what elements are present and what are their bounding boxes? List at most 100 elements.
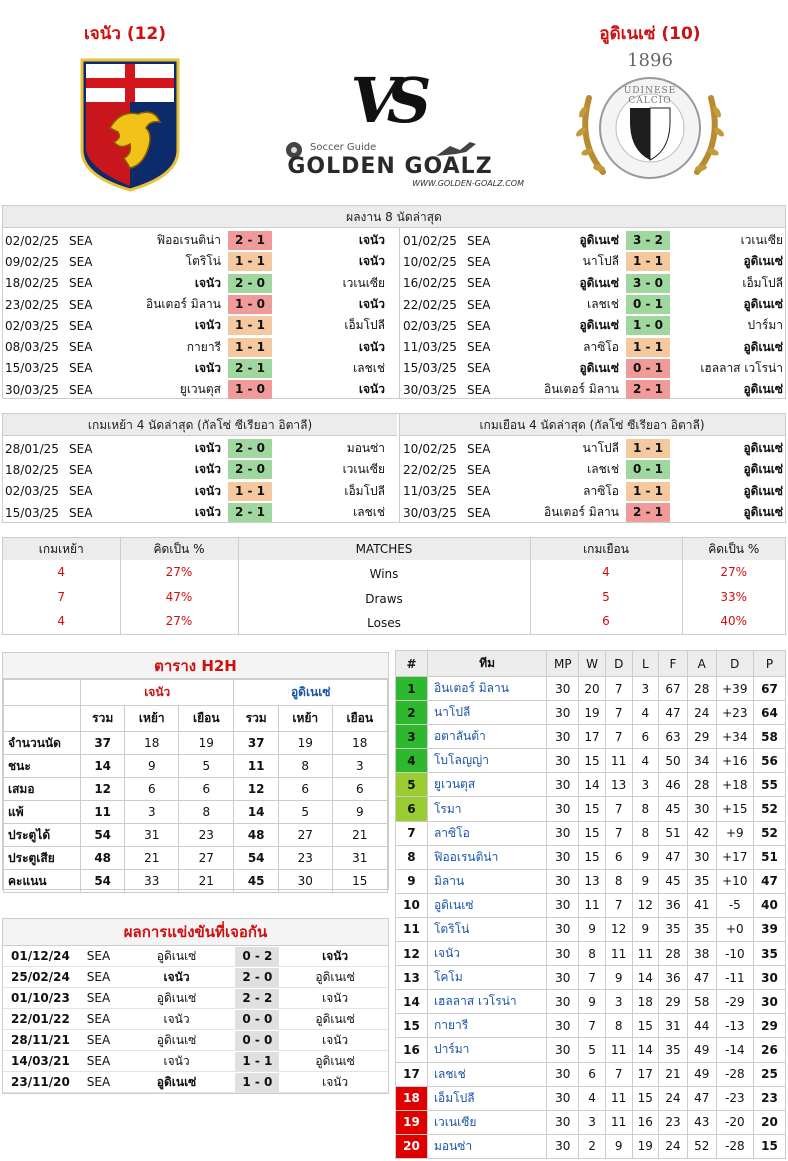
- standings-team[interactable]: โตริโน่: [426, 916, 548, 943]
- standings-team[interactable]: อตาลันต้า: [426, 724, 548, 750]
- match-team-a: เจนัว: [194, 505, 221, 520]
- match-date: 08/03/25: [5, 340, 59, 355]
- standings-team[interactable]: เลชเช่: [426, 1061, 548, 1087]
- standings-row: 15 กายารี 30 7 8 15 31 44 -13 29: [395, 1013, 787, 1039]
- h2h-col-header: รวม: [79, 705, 126, 732]
- standings-points: 56: [752, 748, 787, 774]
- standings-team[interactable]: โบโลญญ่า: [426, 748, 548, 774]
- standings-l: 9: [631, 916, 660, 943]
- standings-team[interactable]: โรมา: [426, 796, 548, 822]
- meeting-league: SEA: [86, 970, 111, 984]
- standings-team[interactable]: เฮลลาส เวโรน่า: [426, 989, 548, 1015]
- match-team-a: อูดิเนเซ่: [579, 275, 619, 290]
- meeting-row: 28/11/21 SEA อูดิเนเซ่ 0 - 0 เจนัว: [3, 1030, 388, 1051]
- standings-l: 17: [631, 1061, 660, 1087]
- standings-gd: +17: [715, 844, 754, 870]
- match-date: 30/03/25: [403, 382, 457, 397]
- standings-l: 3: [631, 675, 660, 702]
- standings-team[interactable]: กายารี: [426, 1013, 548, 1039]
- standings-mp: 30: [546, 700, 580, 726]
- h2h-value: 23: [277, 846, 333, 870]
- standings-f: 35: [658, 916, 688, 943]
- standings-position: 18: [395, 1085, 428, 1111]
- match-score: 2 - 0: [228, 460, 272, 480]
- standings-d: 11: [604, 748, 633, 774]
- h2h-value: 14: [233, 800, 279, 824]
- standings-team[interactable]: เวเนเซีย: [426, 1109, 548, 1135]
- meeting-row: 23/11/20 SEA อูดิเนเซ่ 1 - 0 เจนัว: [3, 1072, 388, 1093]
- meeting-team-a: เจนัว: [163, 1011, 190, 1026]
- h2h-value: 27: [178, 846, 235, 870]
- h2h-value: 19: [178, 731, 235, 755]
- standings-team[interactable]: มอนซ่า: [426, 1133, 548, 1159]
- h2h-value: 11: [79, 800, 126, 824]
- standings-team[interactable]: ยูเวนตุส: [426, 772, 548, 798]
- divider: [399, 228, 400, 398]
- match-team-a: อูดิเนเซ่: [579, 233, 619, 248]
- match-date: 11/03/25: [403, 484, 457, 499]
- standings-team[interactable]: อูดิเนเซ่: [426, 892, 548, 918]
- standings-l: 4: [631, 700, 660, 726]
- brand-name: GOLDEN GOALZ: [287, 154, 493, 179]
- standings-d: 3: [604, 989, 633, 1015]
- standings-position: 5: [395, 772, 428, 798]
- standings-w: 20: [578, 675, 606, 702]
- standings-mp: 30: [546, 892, 580, 918]
- h2h-col-header: รวม: [233, 705, 279, 732]
- match-league: SEA: [467, 382, 491, 397]
- h2h-value: 23: [178, 823, 235, 847]
- standings-mp: 30: [546, 1085, 580, 1111]
- standings-row: 14 เฮลลาส เวโรน่า 30 9 3 18 29 58 -29 30: [395, 989, 787, 1015]
- standings-team[interactable]: ลาซิโอ: [426, 820, 548, 846]
- match-date: 30/03/25: [5, 382, 59, 397]
- match-score: 3 - 2: [626, 231, 670, 251]
- summary-home-pct: 47%: [120, 584, 239, 609]
- standings-team[interactable]: นาโปลี: [426, 700, 548, 726]
- standings-f: 51: [658, 820, 688, 846]
- meeting-league: SEA: [86, 1054, 111, 1068]
- standings-team[interactable]: อินเตอร์ มิลาน: [426, 675, 548, 702]
- match-team-a: ลาซิโอ: [583, 483, 619, 498]
- meeting-score: 2 - 0: [235, 967, 280, 987]
- standings-a: 29: [686, 724, 717, 750]
- meeting-team-b: เจนัว: [322, 1032, 349, 1047]
- match-row: 11/03/25 SEA ลาซิโอ 1 - 1 อูดิเนเซ่: [401, 336, 787, 357]
- match-team-b: มอนซ่า: [346, 441, 385, 456]
- standings-position: 14: [395, 989, 428, 1015]
- h2h-row-label: ชนะ: [3, 754, 81, 778]
- standings-position: 4: [395, 748, 428, 774]
- standings-l: 3: [631, 772, 660, 798]
- match-score: 1 - 1: [228, 252, 272, 272]
- h2h-value: 8: [178, 800, 235, 824]
- meeting-score: 1 - 0: [235, 1072, 280, 1092]
- standings-team[interactable]: ฟิออเรนติน่า: [426, 844, 548, 870]
- standings-w: 7: [578, 1013, 606, 1039]
- h2h-value: 12: [233, 777, 279, 801]
- recent-form-title: ผลงาน 8 นัดล่าสุด: [3, 206, 785, 228]
- match-row: 02/02/25 SEA ฟิออเรนติน่า 2 - 1 เจนัว: [3, 230, 397, 251]
- h2h-value: 33: [124, 869, 180, 893]
- standings-team[interactable]: ปาร์มา: [426, 1037, 548, 1063]
- summary-away-count: 5: [530, 584, 683, 609]
- standings-mp: 30: [546, 724, 580, 750]
- h2h-row: แพ้ 11 3 8 14 5 9: [3, 800, 389, 824]
- standings-col-header: A: [686, 650, 717, 677]
- standings-team[interactable]: มิลาน: [426, 868, 548, 894]
- match-league: SEA: [467, 361, 491, 376]
- summary-away-pct: 40%: [720, 614, 748, 629]
- match-team-b: เจนัว: [358, 254, 385, 269]
- standings-mp: 30: [546, 772, 580, 798]
- match-team-a: เจนัว: [194, 318, 221, 333]
- standings-team[interactable]: เอ็มโปลี: [426, 1085, 548, 1111]
- match-score: 2 - 0: [228, 273, 272, 293]
- standings-team[interactable]: โคโม: [426, 965, 548, 991]
- standings-position: 19: [395, 1109, 428, 1135]
- match-team-a: นาโปลี: [582, 441, 619, 456]
- match-league: SEA: [467, 318, 491, 333]
- standings-f: 45: [658, 796, 688, 822]
- h2h-value: 21: [124, 846, 180, 870]
- standings-team[interactable]: เจนัว: [426, 941, 548, 967]
- standings-row: 10 อูดิเนเซ่ 30 11 7 12 36 41 -5 40: [395, 892, 787, 918]
- summary-away-count: 6: [530, 609, 683, 634]
- match-team-a: โตริโน่: [185, 254, 221, 269]
